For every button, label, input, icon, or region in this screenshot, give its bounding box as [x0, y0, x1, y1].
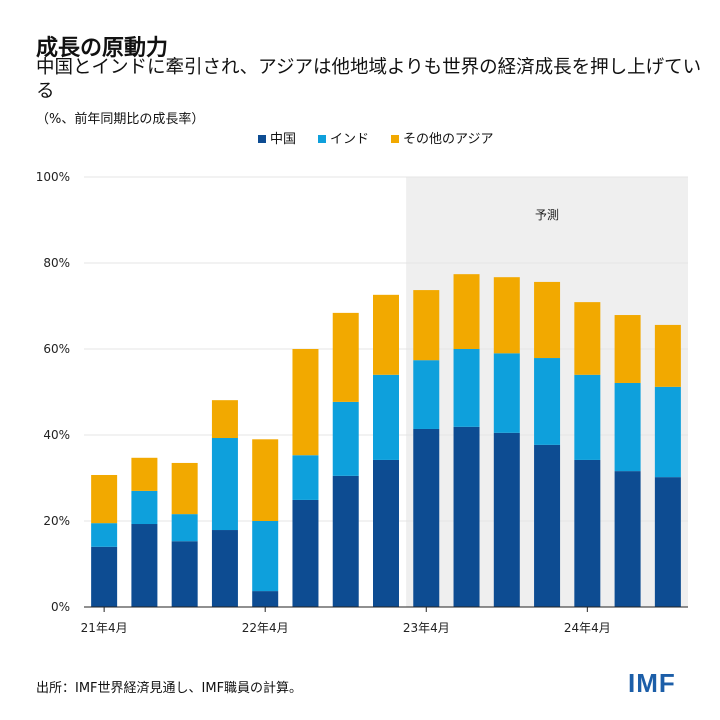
bar-segment-china	[413, 428, 440, 607]
bar-segment-other-asia	[373, 294, 399, 375]
bar-segment-other-asia	[614, 315, 641, 383]
y-tick-label: 0%	[51, 600, 70, 614]
y-tick-label: 60%	[43, 342, 70, 356]
bar-segment-india	[292, 455, 319, 500]
bar-segment-india	[252, 521, 279, 592]
bar-segment-china	[171, 541, 198, 607]
x-tick-label: 21年4月	[81, 621, 128, 635]
bar-segment-india	[131, 490, 158, 525]
legend-label: 中国	[270, 132, 297, 147]
legend-item-other-asia: その他のアジア	[391, 128, 494, 147]
bar-segment-china	[493, 432, 520, 607]
bar-segment-other-asia	[211, 400, 238, 439]
legend-label: インド	[330, 132, 370, 147]
y-tick-label: 40%	[43, 428, 70, 442]
bar-segment-china	[453, 426, 480, 607]
bar-segment-other-asia	[453, 274, 480, 349]
bar-segment-other-asia	[332, 312, 359, 402]
legend: 中国 インド その他のアジア	[258, 128, 494, 147]
legend-swatch	[318, 135, 327, 143]
bar-segment-other-asia	[493, 277, 520, 354]
bar-segment-other-asia	[91, 474, 118, 524]
bar-segment-india	[453, 349, 480, 427]
legend-swatch	[391, 135, 400, 143]
bar-segment-other-asia	[574, 302, 601, 375]
bar-segment-other-asia	[171, 462, 198, 515]
bar-segment-india	[373, 374, 399, 460]
legend-item-india: インド	[318, 128, 369, 147]
forecast-label: 予測	[535, 208, 559, 222]
y-tick-label: 20%	[43, 514, 70, 528]
bar-segment-india	[574, 374, 601, 460]
bar-segment-india	[413, 360, 440, 429]
bar-segment-other-asia	[252, 439, 279, 521]
unit-label: （%、前年同期比の成長率）	[36, 112, 205, 127]
legend-label: その他のアジア	[403, 132, 494, 147]
bar-segment-china	[654, 477, 681, 607]
legend-swatch	[258, 135, 266, 143]
y-tick-label: 100%	[36, 170, 70, 184]
x-tick-label: 22年4月	[242, 621, 289, 635]
bar-segment-china	[574, 459, 601, 607]
bar-segment-china	[91, 546, 118, 607]
bar-segment-china	[252, 591, 279, 607]
bar-segment-india	[654, 386, 681, 478]
bar-segment-india	[493, 353, 520, 433]
x-tick-label: 23年4月	[403, 621, 450, 635]
bar-segment-other-asia	[534, 281, 561, 359]
bar-segment-china	[131, 524, 158, 607]
bar-segment-china	[332, 475, 359, 607]
bar-segment-india	[171, 514, 198, 542]
bar-segment-india	[211, 438, 238, 531]
legend-item-china: 中国	[258, 128, 296, 147]
x-tick-label: 24年4月	[564, 621, 611, 635]
bar-segment-other-asia	[413, 290, 440, 361]
bar-segment-china	[373, 459, 399, 607]
y-tick-label: 80%	[43, 256, 70, 270]
imf-logo: IMF	[628, 668, 676, 698]
bar-segment-other-asia	[292, 349, 319, 456]
bar-segment-china	[534, 444, 561, 607]
bar-segment-india	[534, 358, 561, 445]
bar-segment-china	[292, 499, 319, 607]
bar-segment-other-asia	[131, 457, 158, 491]
bar-segment-other-asia	[654, 324, 681, 387]
bar-segment-india	[91, 523, 118, 547]
bar-segment-china	[614, 471, 641, 607]
bar-segment-india	[332, 401, 359, 476]
bar-segment-india	[614, 382, 641, 472]
bar-segment-china	[211, 530, 238, 607]
source-note: 出所：IMF世界経済見通し、IMF職員の計算。	[36, 681, 303, 696]
chart-title: 成長の原動力	[36, 36, 169, 61]
chart-subtitle: 中国とインドに牽引され、アジアは他地域よりも世界の経済成長を押し上げている	[36, 57, 702, 102]
